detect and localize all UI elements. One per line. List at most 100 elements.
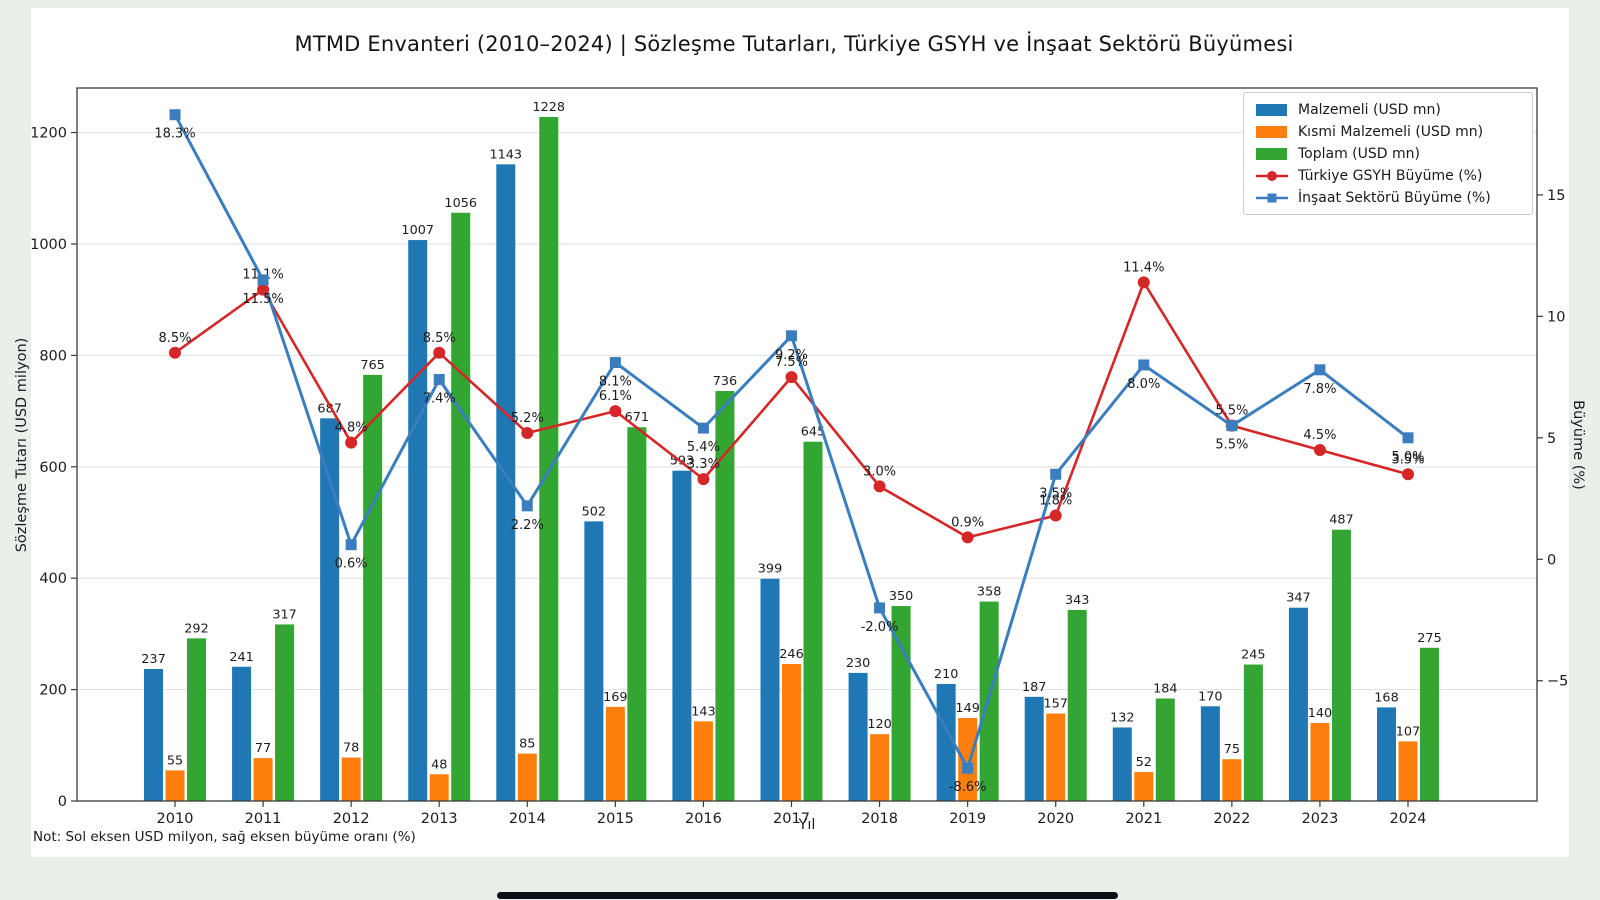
bar-value-label: 143 <box>691 704 715 719</box>
legend-item: Türkiye GSYH Büyüme (%) <box>1255 166 1521 185</box>
bar-1-2019 <box>958 718 978 801</box>
bar-value-label: 1143 <box>489 147 522 162</box>
bar-value-label: 169 <box>603 690 627 705</box>
marker-circle <box>345 436 358 449</box>
bar-value-label: 275 <box>1417 631 1441 646</box>
bar-value-label: 55 <box>167 753 183 768</box>
marker-circle <box>1313 443 1326 456</box>
bar-0-2010 <box>144 668 163 801</box>
bar-value-label: 736 <box>713 374 737 389</box>
percent-label: 2.2% <box>511 518 544 533</box>
percent-label: 6.1% <box>599 389 632 404</box>
bar-2-2012 <box>363 374 383 801</box>
percent-label: 3.5% <box>1391 452 1424 467</box>
bar-2-2015 <box>627 427 647 801</box>
marker-square <box>697 422 709 434</box>
bar-1-2011 <box>253 758 273 801</box>
percent-label: 9.2% <box>775 348 808 363</box>
percent-label: 7.5% <box>775 355 808 370</box>
bar-2-2022 <box>1243 664 1263 801</box>
marker-square <box>433 374 445 386</box>
marker-square <box>786 330 797 342</box>
x-tick-label: 2013 <box>421 811 458 827</box>
bar-2-2020 <box>1067 609 1087 801</box>
bar-value-label: 292 <box>184 621 208 636</box>
percent-label: 4.8% <box>335 421 368 436</box>
bar-value-label: 241 <box>229 650 253 665</box>
percent-label: 0.9% <box>951 515 984 530</box>
bar-1-2018 <box>870 734 890 801</box>
bar-value-label: 1007 <box>401 223 434 238</box>
marker-circle <box>873 480 886 493</box>
x-tick-label: 2019 <box>949 811 986 827</box>
bar-value-label: 107 <box>1396 724 1420 739</box>
x-tick-label: 2017 <box>773 811 810 827</box>
percent-label: 11.4% <box>1123 260 1164 275</box>
bar-value-label: 245 <box>1241 648 1265 663</box>
bar-1-2012 <box>341 757 361 801</box>
bar-0-2011 <box>232 666 252 801</box>
percent-label: 11.5% <box>242 292 283 307</box>
bar-value-label: 645 <box>801 425 825 440</box>
bar-value-label: 168 <box>1374 690 1398 705</box>
legend-swatch-circle-line <box>1256 170 1288 181</box>
marker-circle <box>257 283 270 296</box>
bar-1-2015 <box>605 706 625 801</box>
marker-circle <box>1402 468 1414 481</box>
marker-square <box>257 274 269 286</box>
x-tick-label: 2021 <box>1125 811 1162 827</box>
x-tick-label: 2012 <box>333 811 370 827</box>
bar-1-2014 <box>517 753 537 801</box>
y-tick-label-right: −5 <box>1547 674 1568 690</box>
bar-value-label: 85 <box>519 737 535 752</box>
percent-label: 1.8% <box>1039 494 1072 509</box>
y-tick-label-right: 5 <box>1547 431 1556 447</box>
marker-circle <box>785 371 798 384</box>
y-tick-label-left: 1000 <box>30 237 67 253</box>
legend-item: Malzemeli (USD mn) <box>1255 100 1521 119</box>
x-axis-label: Yıl <box>798 817 816 833</box>
y-tick-label-left: 800 <box>39 348 67 364</box>
bar-value-label: 502 <box>582 504 606 519</box>
percent-label: 7.4% <box>423 392 456 407</box>
marker-circle <box>521 426 534 439</box>
percent-label: 8.0% <box>1127 377 1160 392</box>
x-tick-label: 2015 <box>597 811 634 827</box>
bar-2-2013 <box>451 212 471 801</box>
bar-1-2023 <box>1310 723 1330 801</box>
marker-square <box>169 109 181 121</box>
percent-label: 5.5% <box>1215 438 1248 453</box>
y-tick-label-left: 200 <box>39 683 67 699</box>
bar-0-2012 <box>320 418 340 801</box>
bar-value-label: 170 <box>1198 689 1222 704</box>
footnote: Not: Sol eksen USD milyon, sağ eksen büy… <box>33 829 416 845</box>
bar-1-2024 <box>1398 741 1418 801</box>
bar-value-label: 187 <box>1022 680 1046 695</box>
marker-square <box>1314 364 1326 376</box>
y-tick-label-right: 15 <box>1547 188 1565 204</box>
bar-value-label: 184 <box>1153 682 1177 697</box>
marker-square <box>1138 359 1150 371</box>
bar-value-label: 149 <box>955 701 979 716</box>
marker-circle <box>697 473 710 486</box>
bar-0-2021 <box>1112 727 1132 801</box>
y-tick-label-left: 1200 <box>30 126 67 142</box>
bar-value-label: 765 <box>360 358 384 373</box>
y-tick-label-left: 400 <box>39 571 67 587</box>
bar-1-2017 <box>782 663 801 801</box>
marker-square <box>874 602 886 614</box>
bar-value-label: 120 <box>867 717 891 732</box>
bar-value-label: 157 <box>1043 697 1067 712</box>
bar-value-label: 78 <box>343 741 359 756</box>
percent-label: 5.2% <box>511 411 544 426</box>
legend-swatch-patch <box>1256 125 1287 138</box>
x-tick-label: 2022 <box>1213 811 1250 827</box>
y-tick-label-right: 0 <box>1547 552 1556 568</box>
legend-swatch-square-line <box>1256 193 1288 202</box>
bar-value-label: 140 <box>1308 706 1332 721</box>
legend-label: Toplam (USD mn) <box>1298 145 1420 162</box>
bar-value-label: 230 <box>846 656 870 671</box>
bar-value-label: 1056 <box>444 196 477 211</box>
